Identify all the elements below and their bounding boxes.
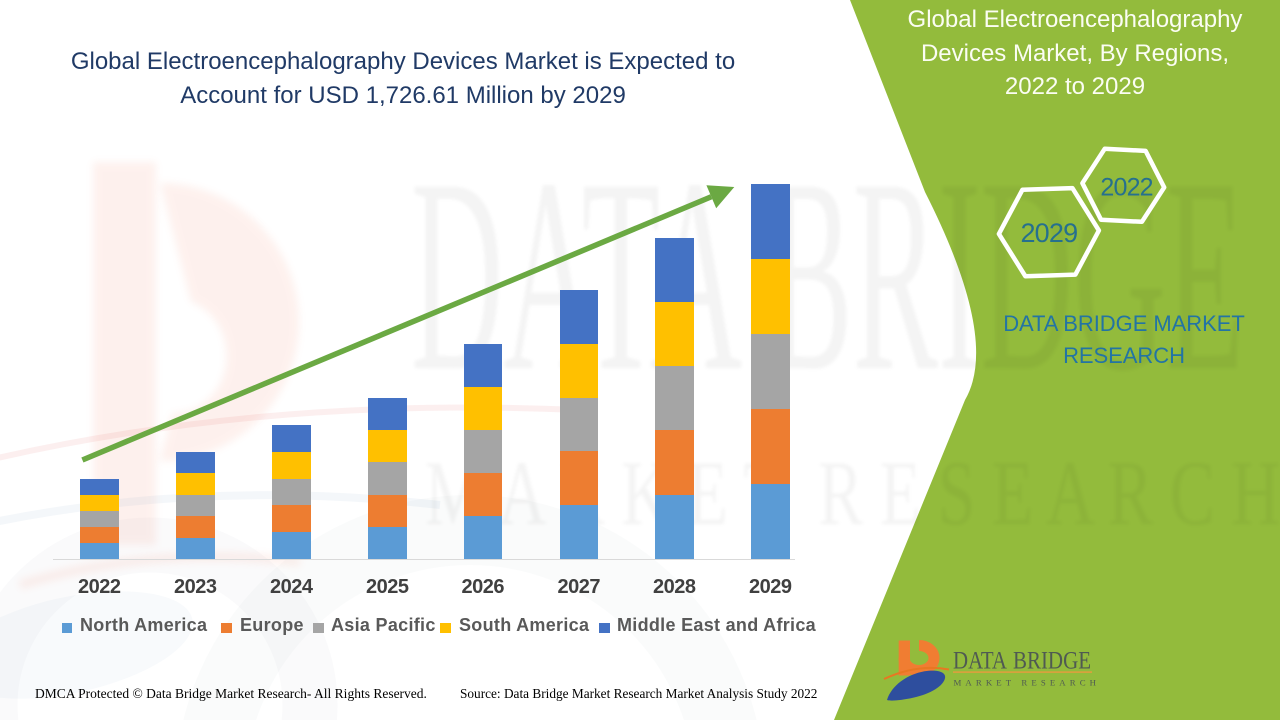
svg-text:2022: 2022 bbox=[1100, 174, 1152, 202]
svg-text:DATA: DATA bbox=[953, 646, 1007, 675]
svg-text:2029: 2029 bbox=[1020, 218, 1077, 248]
svg-text:DATA BRIDGE: DATA BRIDGE bbox=[411, 121, 1244, 428]
svg-text:MARKET RESEARCH: MARKET RESEARCH bbox=[954, 678, 1101, 688]
svg-text:BRIDGE: BRIDGE bbox=[1013, 646, 1091, 675]
svg-text:M A R K E T R E S E A R C H: M A R K E T R E S E A R C H bbox=[425, 442, 1280, 544]
